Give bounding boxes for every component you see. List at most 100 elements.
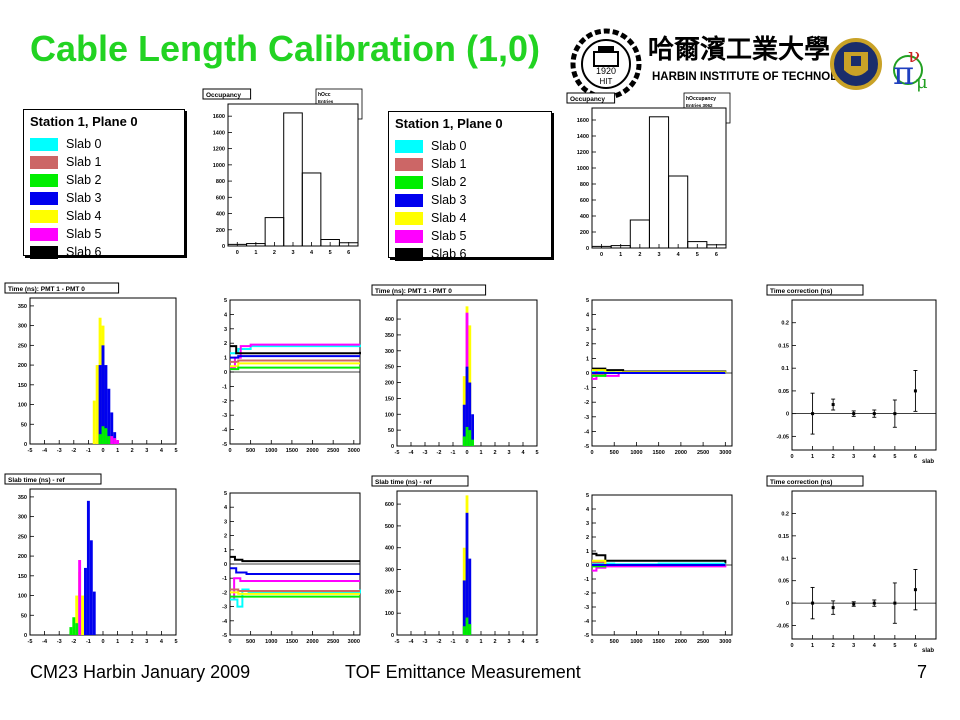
x-axis-label: slab [922, 459, 934, 464]
chart-title-box [202, 88, 252, 100]
x-tick-label: 3 [145, 639, 148, 645]
y-tick-label: 1400 [213, 130, 225, 136]
stats-name: hOccupancy [686, 96, 716, 102]
y-tick-label: -3 [584, 605, 589, 611]
x-tick-label: -5 [28, 448, 33, 454]
y-tick-label: -1 [584, 577, 589, 583]
x-tick-label: -3 [423, 639, 428, 645]
x-tick-label: 5 [893, 643, 896, 649]
x-tick-label: 0 [236, 250, 239, 256]
y-tick-label: 0.2 [781, 511, 789, 517]
legend-swatch [395, 211, 423, 225]
y-tick-label: 350 [385, 333, 394, 339]
chart-title-box [371, 284, 487, 296]
y-tick-label: 400 [580, 214, 589, 220]
y-tick-label: 50 [21, 422, 27, 428]
histogram-bar [92, 591, 96, 635]
y-tick-label: 350 [18, 304, 27, 310]
x-tick-label: 3 [657, 252, 660, 258]
y-tick-label: -4 [584, 429, 590, 435]
x-tick-label: 2 [493, 639, 496, 645]
x-tick-label: 2500 [327, 639, 339, 645]
legend-title: Station 1, Plane 0 [395, 116, 503, 131]
data-point [872, 601, 876, 605]
y-tick-label: -4 [222, 619, 228, 625]
legend-label: Slab 5 [431, 229, 467, 243]
chart-svg: Slab time (ns) - ref 0 100 200 300 400 500 600 -… [371, 475, 539, 645]
x-tick-label: 4 [160, 448, 164, 454]
plot-frame [791, 299, 937, 451]
legend-label: Slab 3 [66, 191, 102, 205]
legend-swatch [395, 139, 423, 153]
y-tick-label: 500 [385, 524, 394, 530]
y-tick-label: 1200 [577, 150, 589, 156]
x-tick-label: 2000 [675, 639, 687, 645]
y-tick-label: 800 [580, 182, 589, 188]
x-tick-label: 1500 [653, 450, 665, 456]
data-point [831, 606, 835, 610]
histogram-bar [113, 438, 117, 444]
x-tick-label: 4 [873, 454, 877, 460]
x-tick-label: 3000 [348, 639, 360, 645]
histogram-bar [465, 512, 469, 635]
y-tick-label: 200 [580, 230, 589, 236]
y-tick-label: 200 [18, 363, 27, 369]
y-tick-label: 50 [388, 428, 394, 434]
y-tick-label: -5 [222, 442, 227, 448]
y-tick-label: 350 [18, 495, 27, 501]
y-tick-label: -1 [584, 386, 589, 392]
x-tick-label: -1 [451, 639, 456, 645]
plot-frame [227, 103, 359, 247]
histogram-bar [84, 567, 87, 635]
chart-svg: OccupancyhOccEntriesMeanRMS0200400600800… [202, 88, 363, 256]
histogram-bar [471, 414, 474, 446]
x-tick-label: 0 [790, 454, 793, 460]
x-tick-label: 0 [590, 450, 593, 456]
time-diff-chart-r2-right: Slab time (ns) - ref 0 100 200 300 400 500 600 -… [371, 475, 543, 649]
chart-svg: Time correction (ns) -0.05 0 0.05 0.1 0.15 0.2… [766, 284, 937, 464]
legend-swatch [395, 247, 423, 261]
legend-item: Slab 5 [389, 227, 551, 245]
mice-logo-icon: π ν μ [893, 43, 928, 93]
x-tick-label: 500 [610, 450, 619, 456]
data-point [811, 412, 815, 416]
legend-item: Slab 3 [389, 191, 551, 209]
chart-title-box [371, 475, 469, 487]
x-tick-label: 1 [811, 454, 814, 460]
y-tick-label: -5 [222, 633, 227, 639]
data-point [893, 412, 897, 416]
x-tick-label: -2 [437, 639, 442, 645]
x-tick-label: -2 [71, 448, 76, 454]
chart-title: Time correction (ns) [770, 479, 832, 486]
legend-swatch [395, 193, 423, 207]
footer-left: CM23 Harbin January 2009 [30, 662, 251, 682]
y-tick-label: 0.1 [781, 366, 789, 372]
y-tick-label: 2 [224, 341, 227, 347]
x-tick-label: 1 [116, 639, 119, 645]
y-tick-label: 0.05 [778, 579, 789, 585]
y-tick-label: 200 [385, 589, 394, 595]
x-tick-label: 5 [696, 252, 699, 258]
y-tick-label: -0.05 [776, 624, 789, 630]
y-tick-label: 0 [224, 562, 227, 568]
y-tick-label: 200 [18, 554, 27, 560]
data-point [913, 588, 917, 592]
university-crest-icon [830, 38, 882, 90]
y-tick-label: -5 [584, 444, 589, 450]
convergence-chart-r2-right: -5 -4 -3 -2 -1 0 1 2 3 4 5 0 500 1000 1500 2000 2500 3000 [566, 487, 738, 649]
time-diff-chart-r2-left: Slab time (ns) - ref 0 50 100 150 200 250 300 35… [4, 473, 182, 649]
x-tick-label: -3 [423, 450, 428, 456]
logo-english-name: HARBIN INSTITUTE OF TECHNOLOGY [652, 71, 863, 83]
histogram-bar [468, 382, 472, 446]
chart-svg: Slab time (ns) - ref05010015020025030035… [4, 473, 178, 645]
x-tick-label: 1 [116, 448, 119, 454]
x-tick-label: 3 [291, 250, 294, 256]
convergence-chart-r1-right: -5 -4 -3 -2 -1 0 1 2 3 4 5 0 500 1000 1500 2000 2500 3000 [566, 292, 738, 460]
x-tick-label: 0 [465, 639, 468, 645]
histogram-bin [706, 244, 727, 249]
x-tick-label: 3000 [348, 448, 360, 454]
x-tick-label: -4 [409, 450, 415, 456]
convergence-line [230, 588, 360, 592]
histogram-bar [468, 624, 472, 635]
chart-title-box [4, 473, 102, 485]
